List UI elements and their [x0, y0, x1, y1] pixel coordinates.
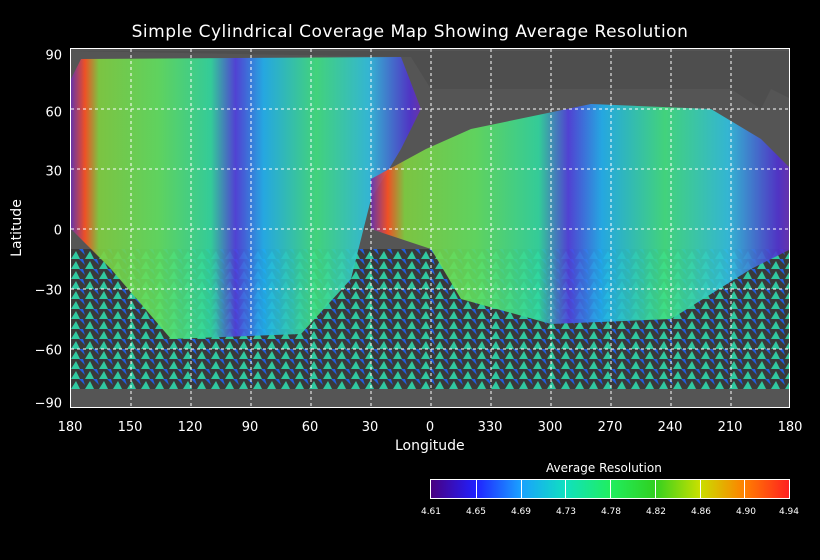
x-tick-label: 270: [597, 420, 623, 435]
x-tick-label: 240: [657, 420, 683, 435]
colorbar-divider: [610, 480, 611, 498]
y-tick-label: −30: [34, 283, 62, 299]
coverage-region-west: [71, 57, 421, 339]
colorbar-divider: [565, 480, 567, 498]
colorbar-title: Average Resolution: [546, 461, 662, 475]
far-south-band: [71, 349, 789, 384]
y-tick-label: 60: [45, 105, 62, 121]
x-tick-label: 90: [241, 420, 259, 435]
colorbar-tick-label: 4.73: [555, 507, 577, 517]
x-tick-label: 0: [425, 420, 435, 435]
y-tick-label: 30: [45, 164, 62, 180]
coverage-region-east: [371, 104, 789, 324]
coverage-map: [70, 48, 790, 408]
colorbar-tick-label: 4.82: [645, 507, 667, 517]
colorbar-tick-label: 4.94: [778, 507, 800, 517]
colorbar-divider: [744, 480, 746, 498]
x-tick-label: 210: [717, 420, 743, 435]
colorbar: [430, 479, 790, 499]
x-tick-label: 330: [477, 420, 503, 435]
x-tick-label: 150: [117, 420, 143, 435]
colorbar-tick-label: 4.78: [600, 507, 622, 517]
colorbar-tick-label: 4.90: [735, 507, 757, 517]
x-tick-label: 30: [361, 420, 379, 435]
y-axis-label: Latitude: [8, 199, 25, 257]
y-tick-label: −60: [34, 343, 62, 359]
y-tick-label: −90: [34, 396, 62, 412]
colorbar-tick-label: 4.86: [690, 507, 712, 517]
x-tick-label: 180: [57, 420, 83, 435]
coverage-map-image: [71, 49, 789, 407]
coverage-northwest-patch: [71, 51, 789, 109]
colorbar-tick-label: 4.61: [420, 507, 442, 517]
map-title: Simple Cylindrical Coverage Map Showing …: [131, 22, 689, 42]
x-tick-label: 60: [301, 420, 319, 435]
colorbar-divider: [520, 480, 522, 498]
x-tick-label: 300: [537, 420, 563, 435]
colorbar-tick-label: 4.65: [465, 507, 487, 517]
x-tick-label: 180: [777, 420, 803, 435]
x-axis-label: Longitude: [395, 438, 465, 454]
colorbar-divider: [699, 480, 701, 498]
colorbar-divider: [475, 480, 477, 498]
colorbar-tick-label: 4.69: [510, 507, 532, 517]
x-tick-label: 120: [177, 420, 203, 435]
y-tick-label: 90: [45, 48, 62, 64]
y-tick-label: 0: [53, 223, 62, 239]
colorbar-divider: [654, 480, 656, 498]
map-grid: [71, 49, 789, 407]
